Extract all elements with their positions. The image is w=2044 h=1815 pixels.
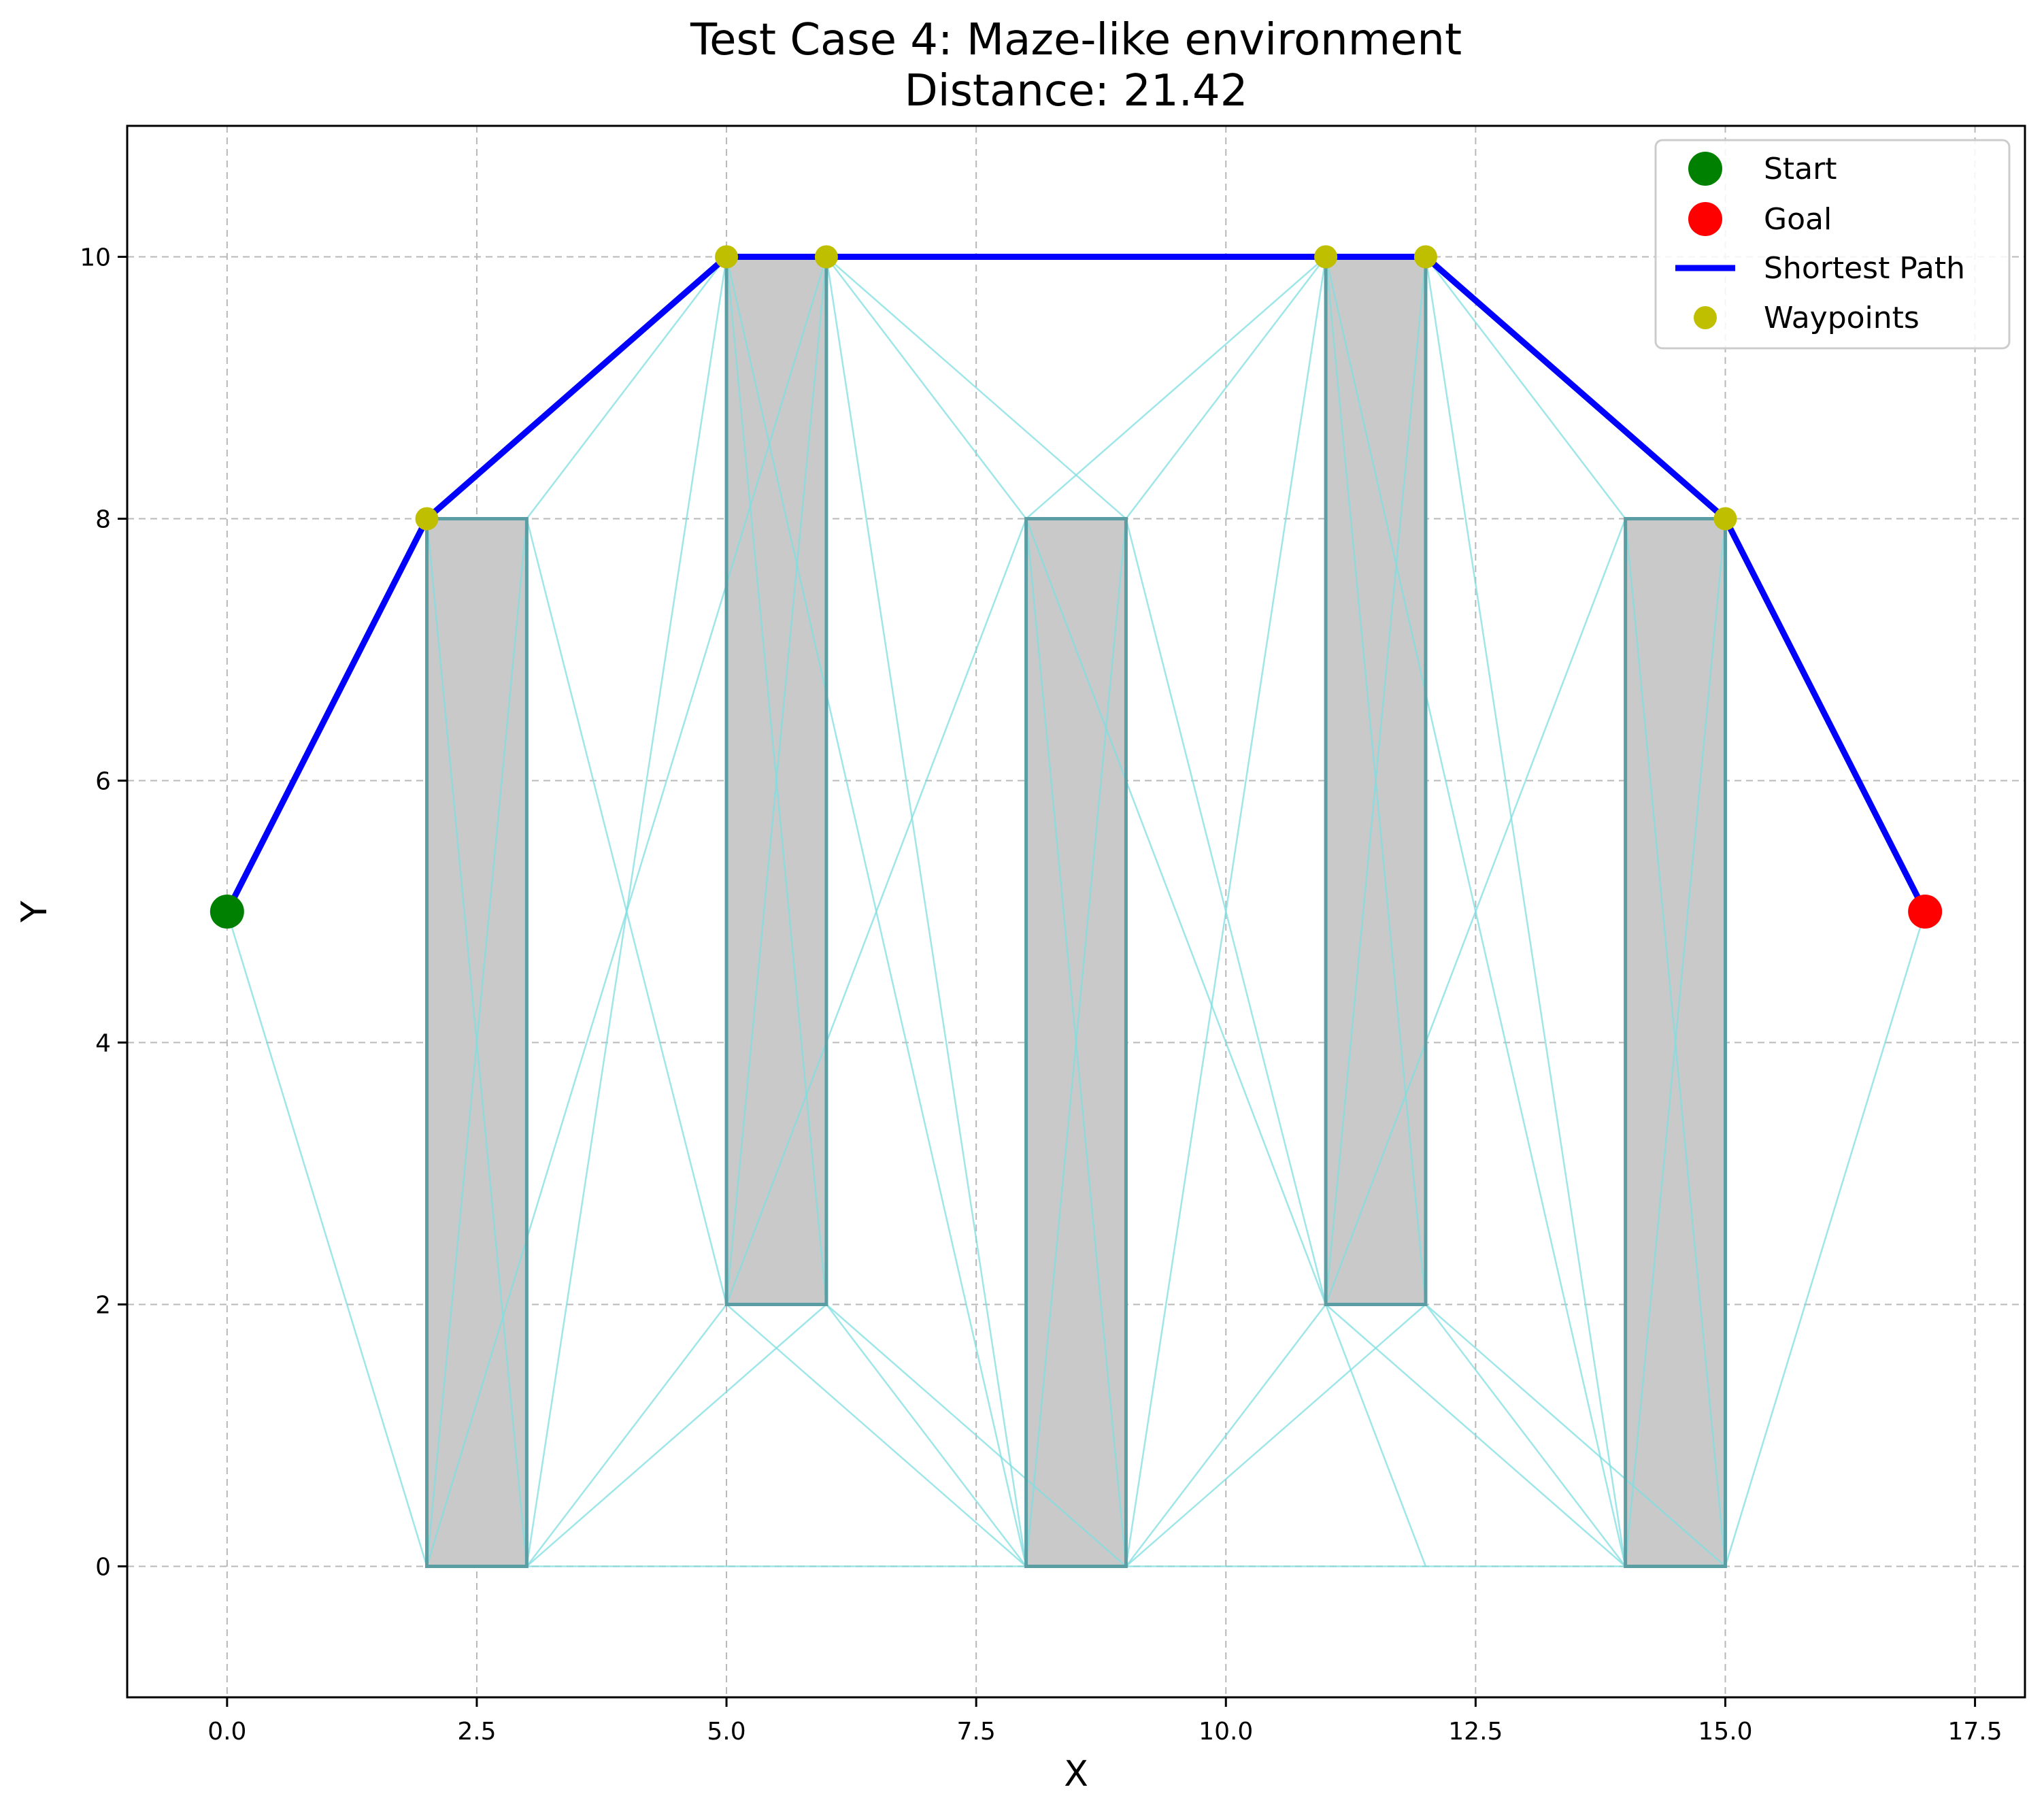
x-axis-ticks: 0.0 2.5 5.0 7.5 10.0 12.5 15.0 17.5	[207, 1697, 2003, 1746]
legend-label: Shortest Path	[1764, 251, 1965, 286]
waypoint-marker	[715, 245, 739, 269]
visibility-edge	[226, 911, 428, 1567]
chart-title: Test Case 4: Maze-like environment	[690, 15, 1462, 65]
x-tick-label: 17.5	[1948, 1718, 2003, 1746]
legend-symbol-marker	[1694, 306, 1717, 329]
x-tick-label: 2.5	[457, 1718, 496, 1746]
legend-entries: Start Goal Shortest Path Waypoints	[1675, 152, 1965, 335]
visibility-edge	[826, 1303, 1127, 1567]
y-tick-label: 6	[95, 768, 111, 796]
visibility-edge	[1125, 1303, 1327, 1567]
visibility-edge	[1025, 256, 1326, 520]
shortest-path-layer	[224, 254, 1928, 915]
visibility-edge	[1424, 256, 1626, 1567]
visibility-edge	[1125, 256, 1327, 520]
visibility-edge	[1325, 1303, 1626, 1567]
chart-subtitle: Distance: 21.42	[905, 66, 1248, 116]
visibility-edge	[426, 518, 528, 1567]
legend: Start Goal Shortest Path Waypoints	[1654, 139, 2011, 350]
visibility-edge	[1624, 518, 1726, 1567]
goal-marker	[1908, 895, 1943, 929]
y-tick-label: 8	[95, 506, 111, 534]
visibility-edge	[1025, 518, 1127, 1567]
waypoint-marker	[814, 245, 838, 269]
visibility-graph-edges	[226, 256, 1926, 1567]
legend-symbol-marker	[1688, 202, 1722, 236]
x-tick-label: 5.0	[707, 1718, 745, 1746]
visibility-edge	[426, 256, 828, 1567]
x-tick-label: 7.5	[957, 1718, 996, 1746]
visibility-edge	[825, 256, 1027, 1567]
visibility-edge	[725, 256, 828, 1305]
visibility-edge	[1425, 1303, 1726, 1567]
waypoint-marker	[1413, 245, 1437, 269]
visibility-edge	[1025, 518, 1427, 1567]
visibility-edge	[1424, 256, 1626, 520]
visibility-edge	[1324, 256, 1626, 1567]
waypoint-marker	[1314, 245, 1338, 269]
visibility-edge	[1424, 1303, 1626, 1567]
visibility-edge	[1724, 911, 1926, 1567]
shortest-path-line	[224, 254, 1928, 915]
y-tick-label: 10	[80, 244, 111, 272]
waypoint-marker	[1713, 507, 1737, 531]
visibility-edge	[526, 256, 728, 520]
y-tick-label: 2	[95, 1292, 111, 1320]
point-markers	[210, 245, 1943, 929]
y-axis-label: Y	[14, 901, 55, 923]
legend-box	[1654, 139, 2011, 350]
x-tick-label: 15.0	[1698, 1718, 1752, 1746]
obstacle-outline	[1024, 517, 1128, 1568]
legend-label: Start	[1764, 152, 1837, 186]
visibility-edge	[526, 1303, 728, 1567]
x-tick-label: 10.0	[1199, 1718, 1253, 1746]
visibility-edge	[1125, 256, 1327, 1567]
visibility-edge	[1324, 256, 1427, 1305]
legend-symbol-marker	[1688, 152, 1722, 186]
legend-label: Waypoints	[1764, 301, 1920, 335]
visibility-edge	[825, 256, 1027, 520]
plot-frame	[126, 124, 2026, 1699]
x-axis-label: X	[1064, 1754, 1088, 1795]
y-tick-label: 4	[95, 1030, 111, 1058]
x-tick-label: 12.5	[1448, 1718, 1503, 1746]
visibility-edge	[726, 1303, 1027, 1567]
y-axis-ticks: 0 2 4 6 8 10	[80, 244, 127, 1582]
visibility-edge	[725, 256, 1027, 1567]
obstacle-outline	[425, 517, 529, 1568]
x-tick-label: 0.0	[207, 1718, 246, 1746]
start-marker	[210, 895, 244, 929]
visibility-edge	[825, 1303, 1027, 1567]
legend-label: Goal	[1764, 202, 1832, 237]
waypoint-marker	[415, 507, 439, 531]
obstacle-outline	[1624, 517, 1727, 1568]
y-tick-label: 0	[95, 1554, 111, 1582]
